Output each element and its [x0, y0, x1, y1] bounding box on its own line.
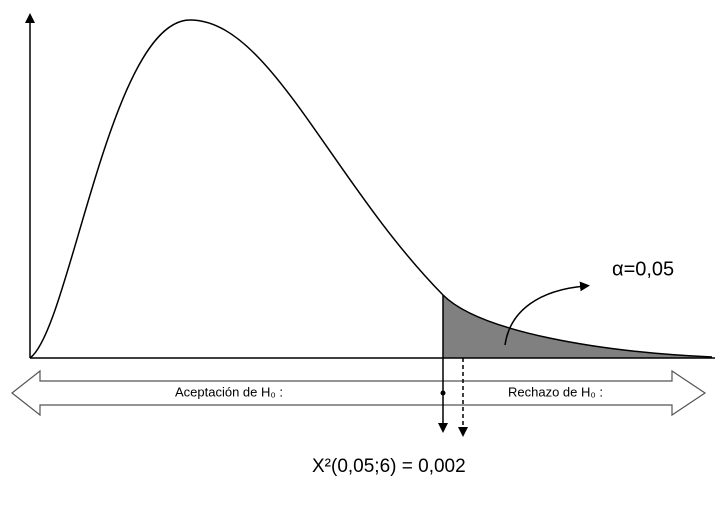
- density-curve: [29, 19, 713, 359]
- region-band: [11, 369, 707, 417]
- critical-dot: [440, 390, 446, 396]
- alpha-pointer: [504, 281, 590, 346]
- alpha-label: α=0,05: [612, 258, 674, 280]
- acceptance-label: Aceptación de H₀ :: [175, 384, 283, 399]
- rejection-area: [443, 295, 712, 358]
- rejection-label: Rechazo de H₀ :: [508, 384, 603, 399]
- critical-label: X²(0,05;6) = 0,002: [312, 456, 466, 477]
